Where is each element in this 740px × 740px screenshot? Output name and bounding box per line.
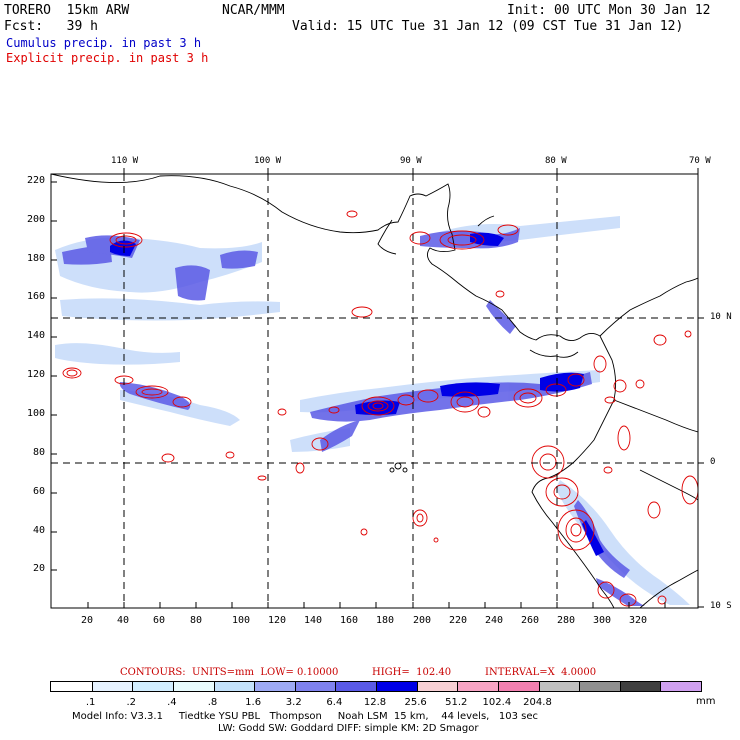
contour-info: CONTOURS: UNITS=mm LOW= 0.10000	[120, 667, 339, 678]
x-tick: 180	[376, 615, 395, 626]
y-tick: 60	[33, 486, 46, 497]
map-frame	[50, 173, 699, 609]
x-tick: 100	[232, 615, 251, 626]
lon-label-110w: 110 W	[111, 156, 139, 166]
colorbar-segment	[579, 682, 620, 691]
y-tick: 40	[33, 525, 46, 536]
colorbar-label: 1.6	[245, 697, 262, 708]
colorbar-segment	[132, 682, 173, 691]
colorbar-segment	[91, 682, 133, 691]
x-tick: 220	[449, 615, 468, 626]
x-tick: 280	[557, 615, 576, 626]
y-tick: 120	[27, 369, 46, 380]
colorbar-label: 25.6	[404, 697, 427, 708]
colorbar-label: .2	[126, 697, 137, 708]
colorbar-unit: mm	[696, 696, 716, 707]
colorbar-segment	[497, 682, 539, 691]
colorbar-label: 6.4	[326, 697, 343, 708]
colorbar-segment	[213, 682, 255, 691]
colorbar-segment	[457, 682, 498, 691]
colorbar-label: 51.2	[445, 697, 468, 708]
x-tick: 120	[268, 615, 287, 626]
y-tick: 160	[27, 291, 46, 302]
valid-time: Valid: 15 UTC Tue 31 Jan 12 (09 CST Tue …	[292, 19, 684, 34]
colorbar-label: .8	[207, 697, 218, 708]
lon-label-70w: 70 W	[689, 156, 711, 166]
x-tick: 140	[304, 615, 323, 626]
lat-lon-grid	[51, 174, 698, 608]
y-tick: 200	[27, 214, 46, 225]
model-info-line1: Model Info: V3.3.1 Tiedtke YSU PBL Thomp…	[72, 711, 538, 722]
x-tick: 20	[81, 615, 94, 626]
model-info-line2: LW: Godd SW: Goddard DIFF: simple KM: 2D…	[218, 723, 479, 734]
colorbar-segment	[376, 682, 417, 691]
colorbar-label: 3.2	[285, 697, 302, 708]
contour-interval: INTERVAL=X 4.0000	[485, 667, 597, 678]
colorbar-segment	[294, 682, 336, 691]
lon-label-100w: 100 W	[254, 156, 282, 166]
explicit-legend: Explicit precip. in past 3 h	[6, 51, 209, 65]
axis-ticks	[51, 168, 704, 608]
forecast-hour: Fcst: 39 h	[4, 19, 98, 34]
x-tick: 300	[593, 615, 612, 626]
colorbar-segment	[619, 682, 661, 691]
colorbar-segment	[335, 682, 376, 691]
y-tick: 140	[27, 330, 46, 341]
lat-label-10n: 10 N	[710, 312, 732, 322]
x-tick: 60	[153, 615, 166, 626]
init-time: Init: 00 UTC Mon 30 Jan 12	[507, 3, 711, 18]
contour-high: HIGH= 102.40	[372, 667, 452, 678]
colorbar-label: 12.8	[363, 697, 387, 708]
organization: NCAR/MMM	[222, 3, 285, 18]
colorbar-label: 102.4	[482, 697, 512, 708]
y-tick: 20	[33, 563, 46, 574]
y-tick: 100	[27, 408, 46, 419]
y-tick: 220	[27, 175, 46, 186]
lon-label-80w: 80 W	[545, 156, 567, 166]
colorbar-segment	[172, 682, 214, 691]
colorbar-segment	[416, 682, 458, 691]
x-tick: 260	[521, 615, 540, 626]
x-tick: 80	[190, 615, 203, 626]
colorbar-segment	[254, 682, 295, 691]
x-tick: 240	[485, 615, 504, 626]
x-tick: 320	[629, 615, 648, 626]
y-tick: 180	[27, 253, 46, 264]
lat-label-0: 0	[710, 457, 716, 467]
x-tick: 40	[117, 615, 130, 626]
cumulus-legend: Cumulus precip. in past 3 h	[6, 36, 202, 50]
colorbar-segment	[660, 682, 701, 691]
colorbar-segment	[51, 682, 92, 691]
colorbar-label: .4	[167, 697, 177, 708]
explicit-precip-contours	[62, 210, 698, 607]
model-name: TORERO 15km ARW	[4, 3, 130, 18]
x-tick: 200	[413, 615, 432, 626]
colorbar-label: .1	[85, 697, 96, 708]
lon-label-90w: 90 W	[400, 156, 422, 166]
colorbar-label: 204.8	[523, 697, 552, 708]
colorbar	[50, 681, 702, 692]
y-tick: 80	[33, 447, 46, 458]
lat-label-10s: 10 S	[710, 601, 732, 611]
colorbar-segment	[538, 682, 580, 691]
x-tick: 160	[340, 615, 359, 626]
